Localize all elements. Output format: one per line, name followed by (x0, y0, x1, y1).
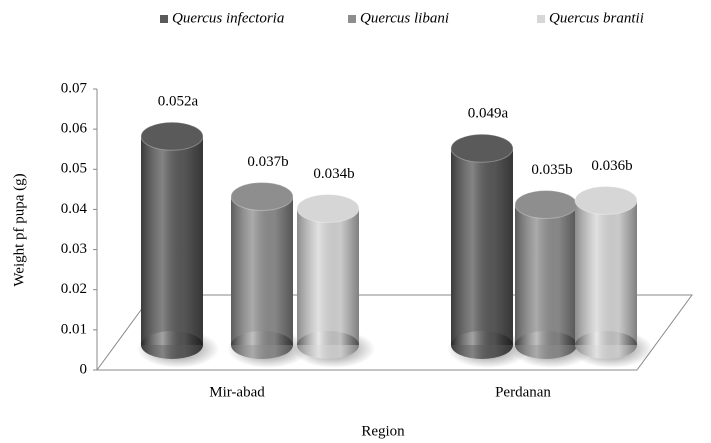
y-tick-label: 0 (80, 361, 88, 377)
y-tick-label: 0.07 (61, 80, 88, 96)
legend-label: Quercus libani (360, 10, 449, 26)
value-label: 0.037b (247, 154, 288, 170)
bar-top (450, 133, 514, 163)
bar (140, 121, 204, 359)
value-label: 0.035b (531, 162, 572, 178)
y-tick-label: 0.03 (61, 241, 87, 257)
bar-body-shade (231, 196, 293, 345)
y-tick-label: 0.06 (61, 121, 88, 137)
bar-top (574, 185, 638, 215)
y-axis-label: Weight pf pupa (g) (11, 173, 27, 286)
bar-top (140, 121, 204, 151)
value-label: 0.034b (313, 166, 354, 182)
bar (296, 194, 360, 359)
bar-top (230, 181, 294, 211)
legend-label: Quercus infectoria (172, 10, 284, 26)
value-label: 0.049a (468, 106, 509, 122)
x-tick-label: Perdanan (495, 384, 551, 400)
bar-body-shade (575, 200, 637, 345)
y-tick-label: 0.02 (61, 281, 87, 297)
x-axis-label: Region (361, 423, 405, 439)
y-tick-label: 0.01 (61, 321, 87, 337)
bar (514, 190, 578, 359)
bar-body-shade (515, 204, 577, 345)
bar-body-shade (451, 148, 513, 345)
value-label: 0.036b (591, 158, 632, 174)
bar (450, 133, 514, 359)
legend-label: Quercus brantii (549, 10, 644, 26)
legend-swatch (160, 15, 168, 23)
bar-body-shade (297, 208, 359, 345)
legend-swatch (537, 15, 545, 23)
x-tick-label: Mir-abad (209, 384, 265, 400)
y-tick-label: 0.04 (61, 201, 88, 217)
legend-swatch (348, 15, 356, 23)
value-label: 0.052a (158, 94, 199, 110)
bar-top (296, 194, 360, 224)
y-tick-label: 0.05 (61, 161, 87, 177)
bar-body-shade (141, 136, 203, 345)
bar (574, 185, 638, 359)
bar-top (514, 190, 578, 219)
bar (230, 181, 294, 359)
